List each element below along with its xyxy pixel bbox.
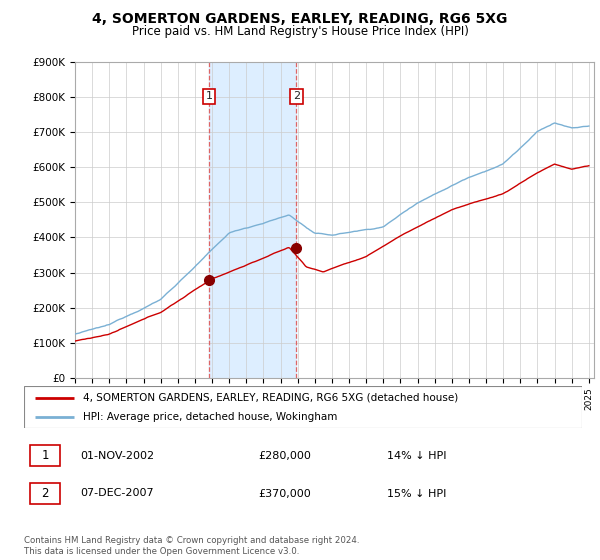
- Text: 07-DEC-2007: 07-DEC-2007: [80, 488, 154, 498]
- Text: £370,000: £370,000: [259, 488, 311, 498]
- Text: 15% ↓ HPI: 15% ↓ HPI: [387, 488, 446, 498]
- Text: HPI: Average price, detached house, Wokingham: HPI: Average price, detached house, Woki…: [83, 412, 337, 422]
- Text: 1: 1: [206, 91, 212, 101]
- Text: 2: 2: [293, 91, 300, 101]
- FancyBboxPatch shape: [24, 386, 582, 428]
- Text: 4, SOMERTON GARDENS, EARLEY, READING, RG6 5XG (detached house): 4, SOMERTON GARDENS, EARLEY, READING, RG…: [83, 393, 458, 403]
- Text: 01-NOV-2002: 01-NOV-2002: [80, 451, 154, 461]
- FancyBboxPatch shape: [29, 445, 60, 466]
- Text: 1: 1: [41, 449, 49, 462]
- Text: Price paid vs. HM Land Registry's House Price Index (HPI): Price paid vs. HM Land Registry's House …: [131, 25, 469, 38]
- Bar: [209, 62, 296, 378]
- Text: £280,000: £280,000: [259, 451, 311, 461]
- FancyBboxPatch shape: [29, 483, 60, 504]
- Text: 14% ↓ HPI: 14% ↓ HPI: [387, 451, 446, 461]
- Text: 2: 2: [41, 487, 49, 500]
- Text: 4, SOMERTON GARDENS, EARLEY, READING, RG6 5XG: 4, SOMERTON GARDENS, EARLEY, READING, RG…: [92, 12, 508, 26]
- Text: Contains HM Land Registry data © Crown copyright and database right 2024.
This d: Contains HM Land Registry data © Crown c…: [24, 536, 359, 556]
